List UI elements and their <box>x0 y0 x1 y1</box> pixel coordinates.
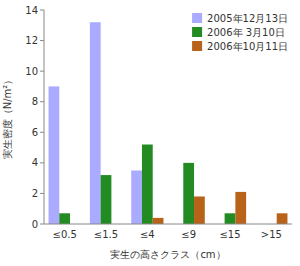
x-tick-label: >15 <box>261 229 282 240</box>
y-tick <box>40 101 44 102</box>
bar <box>235 192 246 224</box>
x-tick-label: ≤1.5 <box>94 229 118 240</box>
legend: 2005年12月13日 2006年 3月10日 2006年10月11日 <box>192 13 288 52</box>
y-tick <box>40 10 44 11</box>
y-axis-line <box>44 10 45 224</box>
chart: 0 2 4 6 8 10 12 14 ≤0.5 ≤1.5 ≤4 ≤9 ≤15 >15 実生の高さクラス（cm… <box>0 0 300 266</box>
bar <box>183 163 194 224</box>
bar <box>59 213 70 224</box>
bar <box>142 145 153 224</box>
y-tick <box>40 162 44 163</box>
x-tick-label: ≤0.5 <box>53 229 77 240</box>
y-tick-label: 8 <box>32 96 38 107</box>
legend-label: 2006年10月11日 <box>207 41 288 52</box>
x-axis-label: 実生の高さクラス（cm） <box>110 249 225 260</box>
x-tick-label: ≤9 <box>181 229 196 240</box>
bar <box>90 22 101 224</box>
y-tick <box>40 193 44 194</box>
x-tick-label: ≤15 <box>219 229 240 240</box>
y-tick <box>40 224 44 225</box>
legend-swatch <box>192 41 202 51</box>
y-tick <box>40 40 44 41</box>
bar <box>131 171 142 225</box>
bar <box>277 213 288 224</box>
y-tick-label: 6 <box>32 127 38 138</box>
legend-swatch <box>192 13 202 23</box>
bar <box>153 218 164 224</box>
x-axis-line <box>44 224 292 225</box>
y-axis-label: 実生密度（N/m²） <box>2 75 13 160</box>
bar <box>194 196 205 224</box>
y-tick <box>40 132 44 133</box>
y-tick-label: 0 <box>32 219 38 230</box>
y-tick-label: 14 <box>25 5 38 16</box>
bar <box>101 175 112 224</box>
bars <box>49 22 288 224</box>
y-tick-label: 10 <box>25 66 38 77</box>
y-tick <box>40 71 44 72</box>
bar <box>49 86 60 224</box>
y-tick-label: 2 <box>32 188 38 199</box>
bar <box>225 213 236 224</box>
legend-label: 2006年 3月10日 <box>207 27 285 38</box>
legend-swatch <box>192 27 202 37</box>
x-tick-label: ≤4 <box>140 229 155 240</box>
y-tick-label: 12 <box>25 35 38 46</box>
legend-label: 2005年12月13日 <box>207 13 288 24</box>
y-tick-label: 4 <box>32 157 38 168</box>
